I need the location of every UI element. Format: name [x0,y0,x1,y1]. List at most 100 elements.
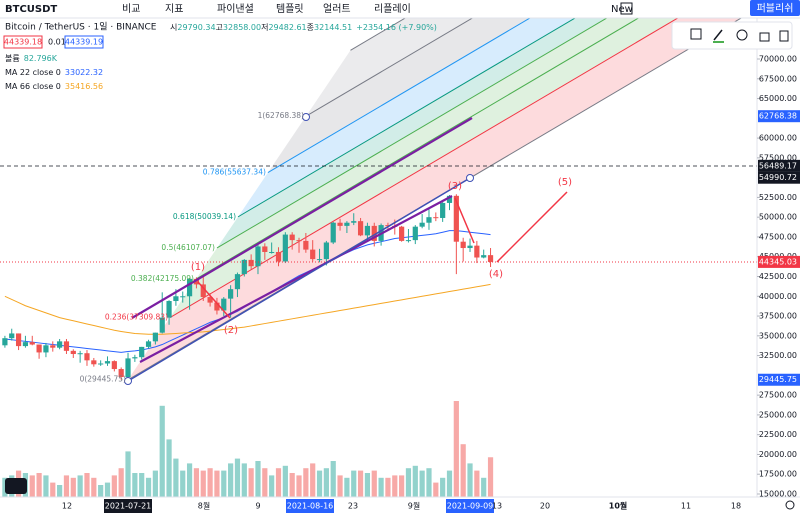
toolbar-item[interactable]: 비교 [122,3,140,15]
price-tick-label: 60000.00 [759,134,797,143]
wave-label: (4) [489,269,503,280]
candle-body [351,221,357,223]
candle-body [234,274,241,290]
price-tick-label: 70000.00 [759,55,797,64]
candle-body [166,301,172,318]
candle-body [474,245,480,258]
icon[interactable] [736,29,748,41]
volume-bar [84,473,90,497]
price-highlight [758,159,800,172]
volume-bar [29,475,35,497]
handle[interactable] [466,174,474,182]
volume-bar [186,463,193,497]
toolbar-item[interactable]: 리플레이 [374,3,411,15]
price-highlight [758,255,800,268]
candles [2,194,494,380]
ma-line [4,283,491,335]
logo[interactable] [5,478,27,494]
time-axis: 12 2021-07-21 8월 9 2021-08-16 23 9월 2021-09-091… [62,499,741,513]
volume-bar [453,401,459,497]
candle-body [77,353,83,355]
toolbar-item[interactable]: 템플릿 [276,3,304,15]
publish-button[interactable] [750,0,800,16]
fib-label: 0.618(50039.14) [173,212,236,221]
candle-body [453,195,459,242]
publish-label[interactable]: 퍼블리쉬 [757,3,794,15]
floating-toolbar [671,21,793,50]
drawing-toolbar [671,21,793,50]
fib-level [195,18,640,280]
icon[interactable] [713,29,723,41]
volume-bar [234,458,241,497]
toolbar-item[interactable]: 얼러트 [323,3,351,15]
volume-label: 볼륨 [5,53,20,63]
icon[interactable] [759,32,770,42]
candle-body [241,259,247,275]
fib-label: 0.236(37309.83) [105,313,168,322]
candle-body [214,302,220,311]
candle-body [57,341,63,348]
drawings: 0(29445.75) 0.236(37309.83) 0.382(42175.09… [0,111,757,385]
volume-bar [467,463,473,497]
price-tick-label: 57500.00 [759,153,797,162]
time-label: 13 [492,502,502,511]
toolbar-item[interactable]: 지표 [165,3,183,15]
volume-bar [159,405,165,497]
wave-line [197,281,231,319]
symbol[interactable]: BTCUSDT [5,4,57,15]
candle-body [310,249,316,260]
icon[interactable] [690,28,702,40]
volume-value: 82.796K [24,54,58,63]
candle-body [200,284,206,298]
fib-label: 1(62768.38) [258,111,304,120]
candle-body [228,289,234,299]
candle-body [125,358,131,378]
wave-line [454,197,475,244]
candle-body [385,225,391,227]
volume-bar [282,465,288,497]
fullscreen-icon[interactable] [620,2,633,15]
fib-label: 0(29445.75) [80,375,126,384]
candle-body [173,296,179,302]
volume-bar [392,475,398,497]
volume-bar [248,468,254,497]
volume-bar [446,470,453,497]
layout-name[interactable]: New [611,4,633,15]
candle-body [344,222,350,226]
handle[interactable] [124,377,132,385]
price-highlight [758,110,800,123]
volume-bar [118,468,124,497]
ask[interactable]: 44339.19 [65,38,103,47]
handle[interactable] [302,113,310,121]
price-tick-label: 15000.00 [759,490,797,499]
volume-bar [275,468,282,497]
wave-label: (5) [558,177,572,188]
settings-icon[interactable] [785,500,795,510]
candle-body [248,259,254,267]
toolbar-item[interactable]: 파이낸셜 [217,3,254,15]
volume-bar [63,475,70,497]
bid-box[interactable] [3,35,43,49]
price-highlight-label: 56489.17 [759,161,797,170]
volume-bar [385,477,391,497]
candle-body [180,296,186,298]
volume-bar [303,468,309,497]
price-tick-label: 40000.00 [759,292,797,301]
candle-body [63,341,70,351]
price-tick-label: 65000.00 [759,94,797,103]
price-axis-labels: 70000.00 67500.00 65000.00 60000.00 57500.00… [757,55,800,499]
ask-box[interactable] [64,35,104,49]
bid[interactable]: 44339.18 [4,38,42,47]
volume-bar [405,468,412,497]
candle-body [303,240,309,250]
ohlc-label: 시 [170,23,177,32]
candle-body [357,221,364,236]
candle-body [282,234,288,262]
icon[interactable] [779,30,789,42]
candle-body [43,345,49,353]
volume-bar [241,463,247,497]
wave-line [496,191,568,263]
candle-body [111,361,117,370]
volume-bar [214,470,220,497]
volume-bar [481,477,487,497]
